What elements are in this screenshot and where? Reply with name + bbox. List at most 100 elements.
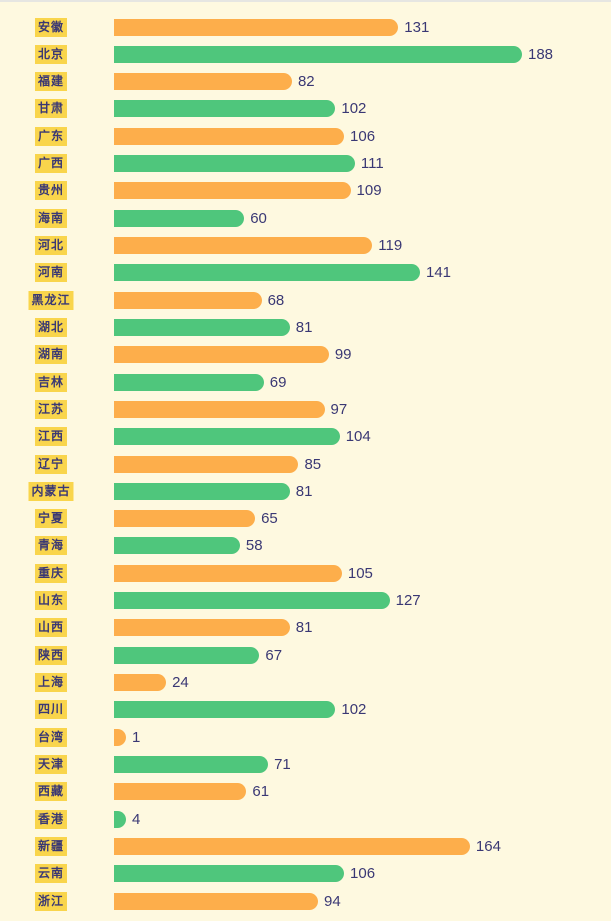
category-label: 上海: [34, 673, 68, 692]
bar-row: 贵州 109: [0, 177, 611, 204]
bar: [114, 127, 345, 145]
bar-row: 香港 4: [0, 806, 611, 833]
bar-row: 广东 106: [0, 123, 611, 150]
value-label: 106: [350, 865, 376, 883]
bar-row: 青海 58: [0, 532, 611, 559]
category-label: 甘肃: [34, 99, 68, 119]
bar: [114, 237, 373, 254]
category-label: 安徽: [34, 17, 68, 37]
value-label: 81: [295, 619, 313, 637]
category-label: 贵州: [34, 181, 68, 201]
value-label: 104: [345, 428, 371, 446]
value-label: 131: [404, 18, 430, 36]
bar-row: 山西 81: [0, 614, 611, 641]
bar: [114, 482, 290, 500]
value-label: 81: [295, 482, 313, 500]
category-label: 云南: [34, 864, 68, 884]
value-label: 58: [245, 537, 263, 555]
value-label: 99: [334, 346, 352, 364]
bar: [114, 510, 256, 528]
category-label: 内蒙古: [28, 481, 74, 501]
bar-row: 新疆 164: [0, 833, 611, 860]
category-label: 香港: [34, 809, 68, 829]
bar: [114, 45, 522, 63]
value-label: 85: [304, 455, 322, 473]
category-label: 辽宁: [34, 454, 68, 474]
bar: [114, 209, 245, 227]
bar: [114, 783, 247, 801]
bar: [114, 264, 420, 282]
bar: [114, 73, 292, 91]
bar: [114, 18, 399, 36]
value-label: 106: [350, 127, 376, 145]
category-label: 重庆: [34, 563, 68, 583]
category-label: 台湾: [34, 727, 68, 747]
value-label: 67: [265, 646, 283, 664]
category-label: 四川: [34, 700, 68, 720]
value-label: 102: [341, 100, 367, 118]
bar-row: 重庆 105: [0, 560, 611, 587]
bar-row: 安徽 131: [0, 14, 611, 41]
category-label: 江西: [34, 427, 68, 447]
bar-row: 云南 106: [0, 860, 611, 887]
category-label: 山西: [34, 618, 68, 638]
value-label: 69: [269, 373, 287, 391]
bar-row: 北京 188: [0, 41, 611, 68]
bar-row: 江西 104: [0, 423, 611, 450]
bar: [114, 455, 299, 473]
bar-row: 广西 111: [0, 150, 611, 177]
bar: [114, 400, 325, 418]
bar: [114, 428, 340, 446]
category-label: 湖南: [34, 345, 68, 365]
value-label: 105: [347, 564, 373, 582]
bar: [114, 619, 290, 637]
value-label: 60: [250, 209, 267, 227]
category-label: 新疆: [34, 836, 68, 856]
bar: [114, 592, 390, 610]
bar-row: 浙江 94: [0, 888, 611, 915]
value-label: 1: [132, 728, 141, 746]
bar: [114, 674, 167, 691]
bar-row: 西藏 61: [0, 778, 611, 805]
bar: [114, 646, 260, 664]
bar: [114, 755, 269, 773]
bar-row: 天津 71: [0, 751, 611, 778]
bar: [114, 865, 345, 883]
bar: [114, 346, 329, 364]
category-label: 天津: [34, 754, 68, 774]
value-label: 68: [267, 291, 285, 309]
category-label: 北京: [34, 44, 68, 64]
bar-row: 河北 119: [0, 232, 611, 259]
bar: [114, 892, 318, 910]
value-label: 71: [274, 755, 291, 773]
category-label: 广东: [34, 126, 68, 146]
bar-row: 四川 102: [0, 696, 611, 723]
category-label: 山东: [34, 591, 68, 611]
value-label: 4: [132, 810, 141, 828]
category-label: 青海: [34, 536, 68, 556]
bar-row: 黑龙江 68: [0, 287, 611, 314]
bar-row: 陕西 67: [0, 642, 611, 669]
bar-row: 江苏 97: [0, 396, 611, 423]
bar: [114, 155, 355, 173]
category-label: 黑龙江: [28, 290, 74, 310]
bar-row: 台湾 1: [0, 724, 611, 751]
bar: [114, 373, 264, 391]
value-label: 97: [330, 400, 348, 418]
value-label: 81: [295, 318, 313, 336]
value-label: 61: [252, 783, 270, 801]
category-label: 湖北: [34, 317, 68, 337]
value-label: 65: [261, 510, 278, 528]
bar: [114, 100, 336, 118]
bar: [114, 837, 470, 855]
bar-row: 内蒙古 81: [0, 478, 611, 505]
category-label: 河南: [34, 263, 68, 283]
bar-row: 山东 127: [0, 587, 611, 614]
category-label: 江苏: [34, 399, 68, 419]
bar-row: 湖北 81: [0, 314, 611, 341]
top-border-line: [0, 0, 611, 2]
bar: [114, 701, 336, 719]
bar-row: 湖南 99: [0, 341, 611, 368]
bar-row: 海南 60: [0, 205, 611, 232]
